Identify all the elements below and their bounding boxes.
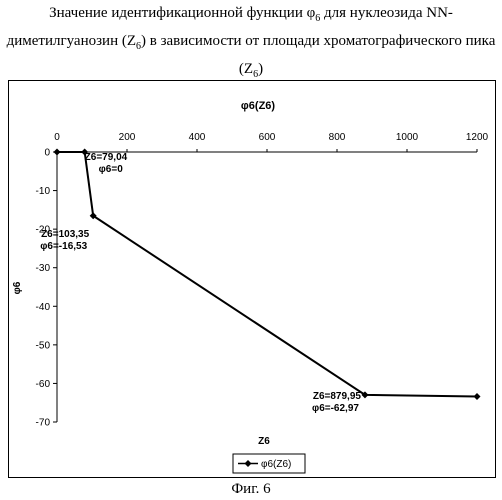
x-tick-label: 800 — [329, 132, 346, 143]
figure-number: Фиг. 6 — [0, 481, 502, 498]
series-line — [57, 152, 477, 397]
data-label: φ6=-62,97 — [312, 403, 359, 414]
y-tick-label: -40 — [36, 302, 51, 313]
x-tick-label: 600 — [259, 132, 276, 143]
data-label: Z6=103,35 — [41, 229, 90, 240]
x-tick-label: 1000 — [396, 132, 419, 143]
data-point-marker — [54, 149, 61, 156]
y-tick-label: -30 — [36, 263, 51, 274]
y-tick-label: -10 — [36, 186, 51, 197]
data-point-marker — [474, 393, 481, 400]
data-label: Z6=879,95 — [313, 391, 362, 402]
chart-axes: 0200400600800100012000-10-20-30-40-50-60… — [36, 132, 489, 429]
y-tick-label: -50 — [36, 340, 51, 351]
chart-plot-area: Z6=79,04φ6=0 Z6=103,35φ6=-16,53 Z6=879,95φ… — [40, 149, 480, 414]
y-axis-label: φ6 — [12, 281, 23, 294]
x-tick-label: 200 — [119, 132, 136, 143]
data-label: Z6=79,04 — [85, 152, 128, 163]
y-tick-label: -70 — [36, 418, 51, 429]
y-tick-label: -60 — [36, 379, 51, 390]
data-label: φ6=-16,53 — [40, 241, 87, 252]
legend-label: φ6(Z6) — [261, 459, 291, 470]
y-tick-label: 0 — [44, 148, 50, 159]
x-tick-label: 1200 — [466, 132, 489, 143]
x-axis-label: Z6 — [258, 436, 270, 447]
x-tick-label: 0 — [54, 132, 60, 143]
chart-title: φ6(Z6) — [241, 100, 275, 112]
legend: φ6(Z6) — [233, 454, 305, 473]
x-tick-label: 400 — [189, 132, 206, 143]
data-label: φ6=0 — [99, 164, 124, 175]
